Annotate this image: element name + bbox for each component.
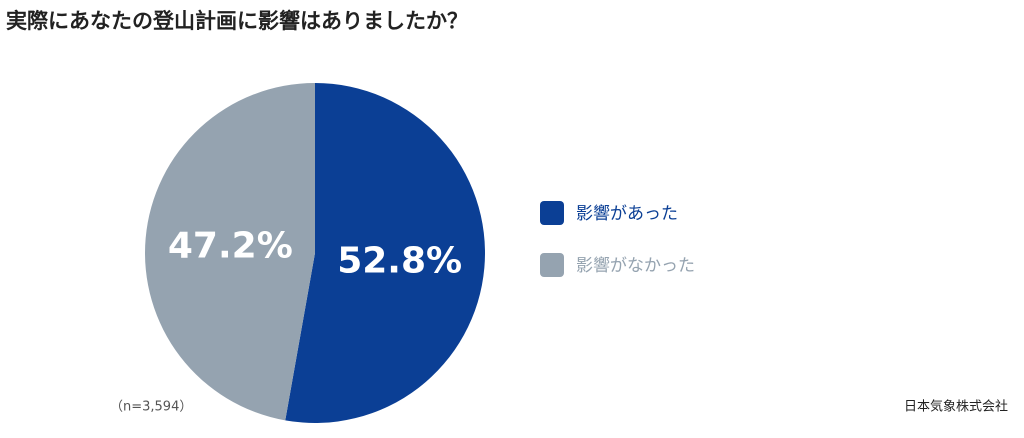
note: （n=3,594） — [110, 400, 192, 415]
legend-swatch — [540, 253, 564, 277]
pie-slice — [285, 83, 485, 423]
legend-label: 影響がなかった — [576, 256, 695, 276]
legend-swatch — [540, 201, 564, 225]
data-label: 47.2% — [168, 226, 293, 267]
pie-slice — [144, 83, 315, 421]
data-label: 52.8% — [337, 240, 462, 281]
source: 日本気象株式会社 — [904, 399, 1008, 415]
legend-label: 影響があった — [576, 204, 678, 224]
chart-title: 実際にあなたの登山計画に影響はありましたか？ — [6, 9, 468, 33]
